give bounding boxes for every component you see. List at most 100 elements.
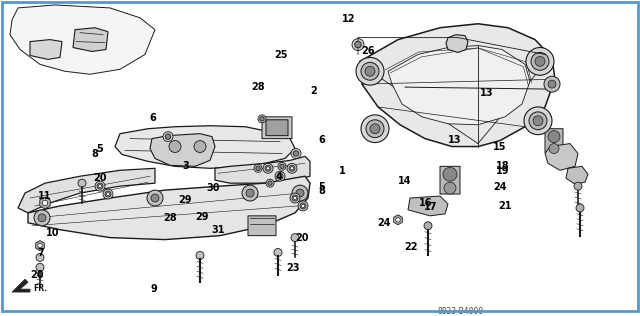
Text: 1: 1 xyxy=(339,166,346,175)
Circle shape xyxy=(292,195,298,201)
Circle shape xyxy=(296,189,304,197)
FancyBboxPatch shape xyxy=(440,166,460,194)
Text: 20: 20 xyxy=(31,270,44,280)
Circle shape xyxy=(278,175,282,178)
Circle shape xyxy=(293,151,299,156)
Text: 28: 28 xyxy=(163,213,177,223)
Polygon shape xyxy=(30,40,62,59)
Polygon shape xyxy=(566,166,588,184)
Circle shape xyxy=(266,167,269,170)
Circle shape xyxy=(444,182,456,194)
Circle shape xyxy=(574,182,582,190)
Text: 5: 5 xyxy=(319,182,326,192)
Text: 29: 29 xyxy=(195,212,209,222)
Polygon shape xyxy=(115,126,295,168)
Polygon shape xyxy=(408,196,448,216)
Circle shape xyxy=(246,189,254,197)
Circle shape xyxy=(103,189,113,199)
Circle shape xyxy=(291,234,299,242)
Circle shape xyxy=(533,116,543,126)
Circle shape xyxy=(443,167,457,181)
Circle shape xyxy=(535,57,545,66)
Polygon shape xyxy=(150,134,215,166)
Circle shape xyxy=(524,107,552,135)
Text: 26: 26 xyxy=(362,46,375,56)
Polygon shape xyxy=(388,46,530,125)
Circle shape xyxy=(254,164,262,172)
Circle shape xyxy=(365,66,375,76)
Text: 24: 24 xyxy=(493,182,506,192)
Circle shape xyxy=(256,166,260,171)
Circle shape xyxy=(292,185,308,201)
Polygon shape xyxy=(10,5,155,74)
Text: 5: 5 xyxy=(96,143,103,154)
Circle shape xyxy=(196,252,204,259)
Circle shape xyxy=(263,163,273,173)
Text: 6: 6 xyxy=(149,113,156,123)
Circle shape xyxy=(34,210,50,226)
Circle shape xyxy=(576,204,584,212)
Text: 2: 2 xyxy=(310,86,317,96)
Text: 23: 23 xyxy=(287,263,300,272)
Polygon shape xyxy=(545,143,578,170)
Circle shape xyxy=(106,192,109,196)
Circle shape xyxy=(424,222,432,230)
Text: 8823-B4800: 8823-B4800 xyxy=(438,307,484,316)
Circle shape xyxy=(526,47,554,75)
Circle shape xyxy=(278,162,286,170)
Circle shape xyxy=(277,173,283,179)
Polygon shape xyxy=(36,240,44,251)
Polygon shape xyxy=(28,176,310,240)
Circle shape xyxy=(366,120,384,138)
Text: 20: 20 xyxy=(93,173,106,183)
Circle shape xyxy=(370,124,380,134)
Circle shape xyxy=(38,214,46,222)
Circle shape xyxy=(298,201,308,211)
Text: 24: 24 xyxy=(378,218,391,228)
Text: 8: 8 xyxy=(319,186,326,197)
Circle shape xyxy=(529,112,547,130)
Circle shape xyxy=(169,141,181,153)
Text: 4: 4 xyxy=(275,172,282,182)
Circle shape xyxy=(275,171,285,181)
Circle shape xyxy=(301,204,305,207)
Text: 13: 13 xyxy=(480,88,493,98)
Text: 30: 30 xyxy=(206,183,220,193)
FancyBboxPatch shape xyxy=(545,129,563,153)
Circle shape xyxy=(289,165,295,171)
Circle shape xyxy=(151,194,159,202)
Circle shape xyxy=(548,131,560,143)
Text: 9: 9 xyxy=(150,284,157,295)
Circle shape xyxy=(147,190,163,206)
Text: 6: 6 xyxy=(319,135,326,145)
Text: 13: 13 xyxy=(448,135,461,145)
Text: 19: 19 xyxy=(496,167,509,176)
Circle shape xyxy=(42,200,48,206)
Circle shape xyxy=(78,179,86,187)
Text: 11: 11 xyxy=(38,191,52,202)
Polygon shape xyxy=(73,28,108,52)
Circle shape xyxy=(165,134,171,139)
Circle shape xyxy=(294,197,296,199)
Circle shape xyxy=(265,165,271,171)
Circle shape xyxy=(352,39,364,51)
Text: 31: 31 xyxy=(211,225,225,235)
Text: FR.: FR. xyxy=(33,284,47,293)
Circle shape xyxy=(544,76,560,92)
FancyBboxPatch shape xyxy=(248,216,276,236)
Circle shape xyxy=(36,263,44,271)
Text: 18: 18 xyxy=(496,161,509,171)
Circle shape xyxy=(38,243,42,248)
Circle shape xyxy=(396,218,400,222)
Text: 12: 12 xyxy=(342,15,356,24)
Circle shape xyxy=(291,149,301,158)
Circle shape xyxy=(163,132,173,142)
Circle shape xyxy=(105,191,111,197)
Circle shape xyxy=(260,117,264,121)
FancyBboxPatch shape xyxy=(262,117,292,139)
Polygon shape xyxy=(12,279,30,292)
Text: 25: 25 xyxy=(274,50,287,60)
Text: 3: 3 xyxy=(182,161,189,171)
Text: 14: 14 xyxy=(398,176,412,186)
Circle shape xyxy=(290,193,300,203)
